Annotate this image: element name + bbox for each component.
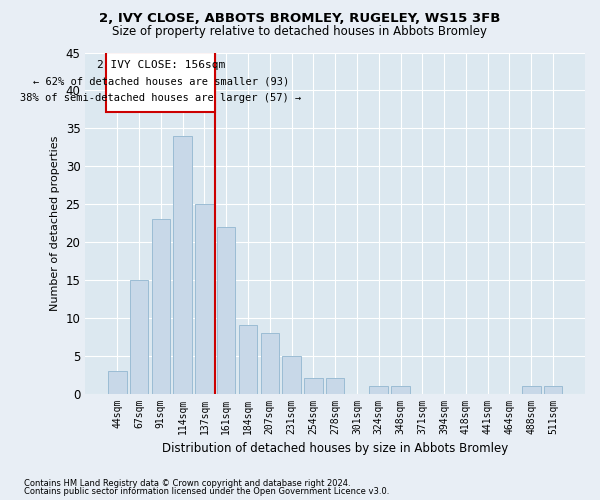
Bar [217,227,235,394]
Bar [283,356,301,394]
Text: ← 62% of detached houses are smaller (93): ← 62% of detached houses are smaller (93… [33,76,289,86]
Text: Contains HM Land Registry data © Crown copyright and database right 2024.: Contains HM Land Registry data © Crown c… [24,478,350,488]
Y-axis label: Number of detached properties: Number of detached properties [50,136,60,310]
Text: 38% of semi-detached houses are larger (57) →: 38% of semi-detached houses are larger (… [20,93,301,103]
Bar [152,219,170,394]
Bar [260,333,279,394]
Bar [173,136,192,394]
Bar [239,326,257,394]
Text: 2, IVY CLOSE, ABBOTS BROMLEY, RUGELEY, WS15 3FB: 2, IVY CLOSE, ABBOTS BROMLEY, RUGELEY, W… [100,12,500,26]
Text: Contains public sector information licensed under the Open Government Licence v3: Contains public sector information licen… [24,487,389,496]
Bar [370,386,388,394]
Bar [130,280,148,394]
Bar [304,378,323,394]
Bar [108,371,127,394]
Text: 2 IVY CLOSE: 156sqm: 2 IVY CLOSE: 156sqm [97,60,225,70]
Bar [544,386,562,394]
X-axis label: Distribution of detached houses by size in Abbots Bromley: Distribution of detached houses by size … [162,442,508,455]
Bar [391,386,410,394]
Bar [195,204,214,394]
Text: Size of property relative to detached houses in Abbots Bromley: Size of property relative to detached ho… [113,25,487,38]
Bar [522,386,541,394]
Bar [326,378,344,394]
Bar [106,52,215,112]
